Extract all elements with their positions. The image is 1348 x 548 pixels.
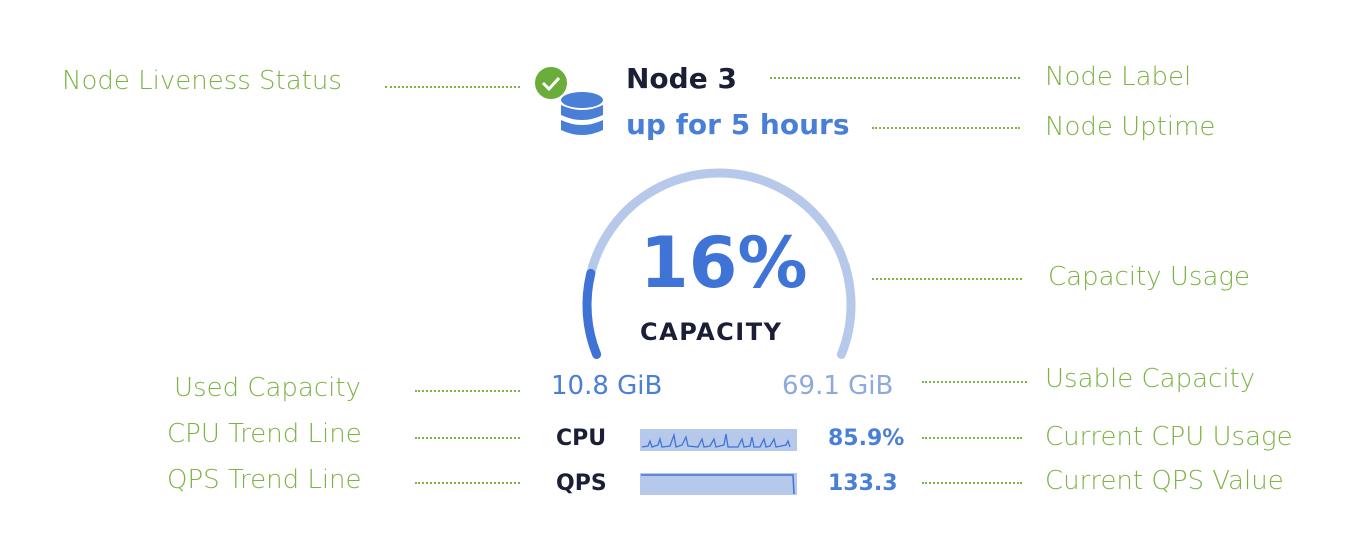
qps-value: 133.3	[828, 471, 898, 496]
node-title: Node 3	[626, 62, 737, 95]
annotation-current-cpu: Current CPU Usage	[1045, 422, 1293, 452]
annotation-label: Node Label	[1045, 62, 1192, 92]
leader-line	[385, 86, 520, 88]
annotation-current-qps: Current QPS Value	[1045, 466, 1284, 496]
leader-line	[415, 390, 520, 392]
leader-line	[922, 381, 1027, 383]
annotation-liveness: Node Liveness Status	[62, 66, 342, 96]
leader-line	[922, 482, 1022, 484]
annotation-used-capacity: Used Capacity	[174, 373, 361, 403]
leader-line	[922, 437, 1022, 439]
node-uptime: up for 5 hours	[626, 108, 850, 141]
leader-line	[872, 278, 1022, 280]
qps-label: QPS	[556, 471, 607, 496]
qps-sparkline	[640, 473, 797, 495]
cpu-value: 85.9%	[828, 426, 905, 451]
cpu-sparkline	[640, 429, 797, 451]
leader-line	[415, 482, 520, 484]
used-capacity: 10.8 GiB	[551, 371, 663, 401]
leader-line	[415, 437, 520, 439]
annotation-uptime: Node Uptime	[1045, 112, 1216, 142]
annotation-qps-trend: QPS Trend Line	[167, 465, 362, 495]
annotation-cpu-trend: CPU Trend Line	[167, 419, 362, 449]
cpu-label: CPU	[556, 426, 607, 451]
check-circle-icon	[533, 65, 569, 101]
leader-line	[872, 127, 1020, 129]
annotation-usable-capacity: Usable Capacity	[1045, 364, 1256, 394]
capacity-caption: CAPACITY	[640, 318, 783, 346]
capacity-percent: 16%	[640, 222, 808, 304]
usable-capacity: 69.1 GiB	[782, 371, 894, 401]
database-icon	[561, 92, 603, 135]
gauge-fill	[582, 268, 602, 359]
leader-line	[770, 77, 1020, 79]
annotation-capacity-usage: Capacity Usage	[1048, 262, 1250, 292]
capacity-gauge	[582, 168, 856, 359]
